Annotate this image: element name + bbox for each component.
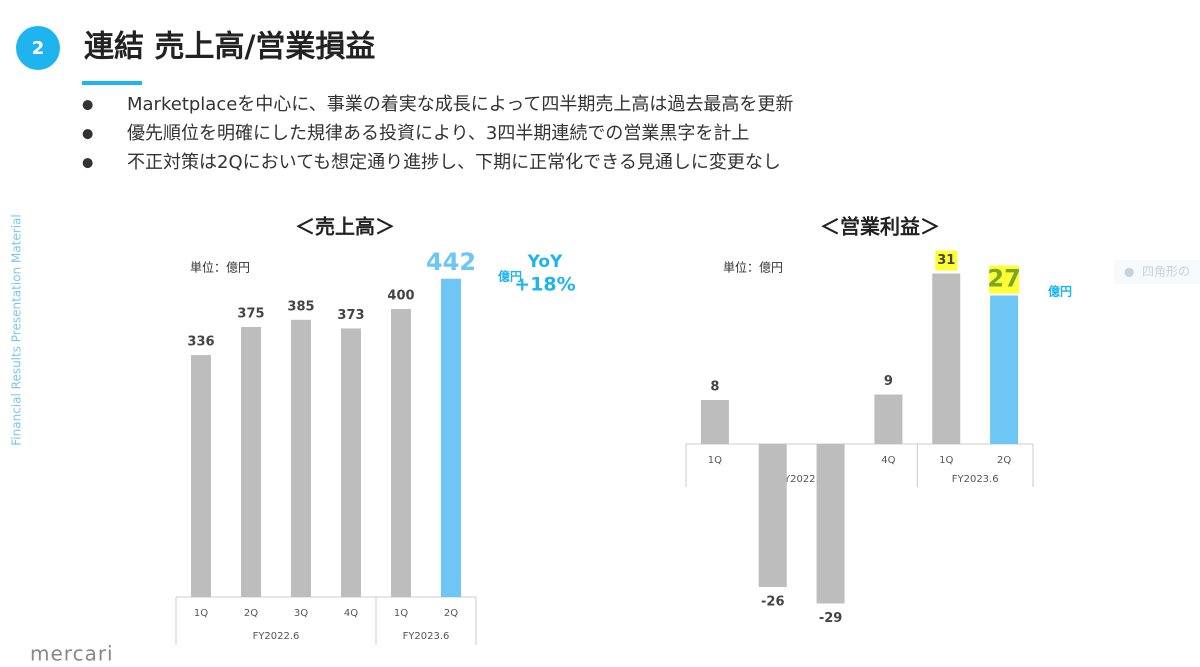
unit-label: 億円 xyxy=(1048,284,1072,299)
bullet-text: 優先順位を明確にした規律ある投資により、3四半期連続での営業黒字を計上 xyxy=(127,123,749,144)
overlay-bullet: ● xyxy=(1124,265,1134,279)
bar xyxy=(990,295,1019,444)
value-label: 373 xyxy=(337,308,364,323)
bar xyxy=(341,328,361,597)
slide-title: 連結 売上高/営業損益 xyxy=(84,30,375,65)
title-underline xyxy=(82,81,142,85)
x-group-label: FY2022.6 xyxy=(253,631,300,642)
bar xyxy=(932,273,961,444)
bullet-text: 不正対策は2Qにおいても想定通り進捗し、下期に正常化できる見通しに変更なし xyxy=(127,152,781,173)
value-label: 9 xyxy=(884,374,893,389)
x-tick-label: 2Q xyxy=(997,455,1011,466)
x-group-label: FY2022.6 xyxy=(778,474,825,485)
value-label: 400 xyxy=(387,289,414,304)
unit-note: 単位：億円 xyxy=(723,260,783,275)
bar xyxy=(874,394,903,444)
chart-title: ＜売上高＞ xyxy=(295,215,395,239)
label-highlight xyxy=(935,250,958,271)
bar xyxy=(391,309,411,597)
value-label: 375 xyxy=(237,307,264,322)
bar xyxy=(758,444,787,587)
value-label: 8 xyxy=(710,380,719,395)
unit-note: 単位：億円 xyxy=(190,260,250,275)
value-label: 385 xyxy=(287,299,314,314)
x-tick-label: 1Q xyxy=(394,608,408,619)
annotation: +18% xyxy=(514,274,575,296)
bar xyxy=(816,444,845,604)
bar xyxy=(241,327,261,597)
value-label: -29 xyxy=(819,611,843,626)
x-tick-label: 3Q xyxy=(294,608,308,619)
x-tick-label: 4Q xyxy=(344,608,358,619)
value-label: 27 xyxy=(987,265,1020,293)
bar xyxy=(700,400,729,444)
value-label: 336 xyxy=(187,335,214,350)
bar xyxy=(291,319,311,597)
logo: mercari xyxy=(30,642,114,666)
x-tick-label: 1Q xyxy=(708,455,722,466)
badge-number: 2 xyxy=(32,38,45,59)
side-label: Financial Results Presentation Material xyxy=(10,214,24,445)
x-tick-label: 4Q xyxy=(881,455,895,466)
annotation: YoY xyxy=(527,252,563,272)
bullet-dot: ● xyxy=(82,156,93,171)
x-group-label: FY2023.6 xyxy=(403,631,450,642)
x-tick-label: 1Q xyxy=(194,608,208,619)
value-label: -26 xyxy=(761,595,785,610)
bullet-text: Marketplaceを中心に、事業の着実な成長によって四半期売上高は過去最高を… xyxy=(127,94,793,115)
overlay-fragment: 四角形の xyxy=(1142,265,1190,279)
value-label: 31 xyxy=(937,253,955,268)
overlay-box xyxy=(1114,260,1200,284)
bar xyxy=(441,278,461,597)
value-label: 442 xyxy=(426,248,476,276)
number-badge xyxy=(16,26,60,70)
x-tick-label: 2Q xyxy=(444,608,458,619)
x-tick-label: 2Q xyxy=(244,608,258,619)
unit-label: 億円 xyxy=(498,269,522,284)
x-group-label: FY2023.6 xyxy=(952,474,999,485)
bullet-dot: ● xyxy=(82,98,93,113)
chart-title: ＜営業利益＞ xyxy=(820,215,940,239)
bar xyxy=(191,355,211,597)
label-highlight xyxy=(989,265,1020,294)
x-tick-label: 1Q xyxy=(939,455,953,466)
bullet-dot: ● xyxy=(82,127,93,142)
